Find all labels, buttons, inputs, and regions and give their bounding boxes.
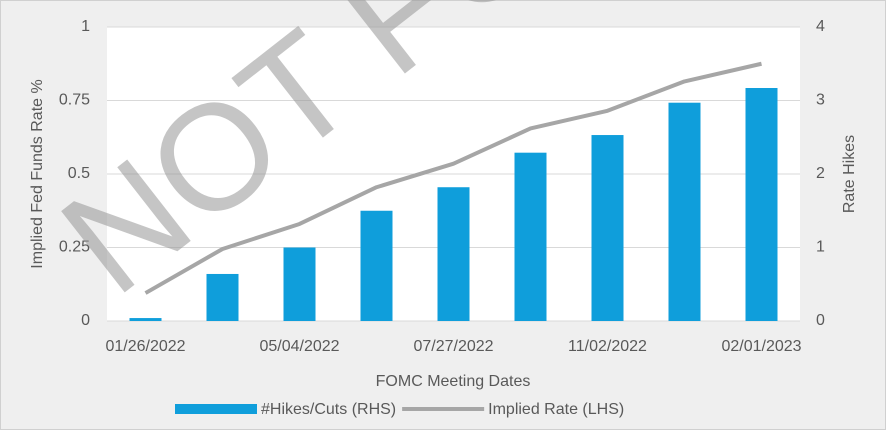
x-axis-title: FOMC Meeting Dates	[376, 373, 531, 390]
legend-swatch	[175, 404, 257, 414]
y2-tick-label: 3	[816, 92, 825, 109]
bar	[360, 210, 393, 321]
bar	[206, 273, 239, 321]
x-tick-label: 01/26/2022	[105, 338, 185, 355]
y-axis-title: Implied Fed Funds Rate %	[29, 79, 46, 268]
y2-tick-label: 2	[816, 165, 825, 182]
x-tick-label: 02/01/2023	[721, 338, 801, 355]
bar	[514, 152, 547, 321]
bar	[437, 187, 470, 321]
legend-label: Implied Rate (LHS)	[488, 401, 624, 418]
y-tick-label: 1	[81, 18, 90, 35]
x-tick-label: 11/02/2022	[568, 338, 647, 355]
y-tick-label: 0.5	[68, 165, 90, 182]
bar	[591, 135, 624, 321]
y-tick-label: 0	[81, 312, 90, 329]
bar	[745, 88, 778, 321]
y2-tick-label: 1	[816, 239, 825, 256]
y2-tick-label: 4	[816, 18, 825, 35]
y-tick-label: 0.25	[59, 239, 90, 256]
y2-axis-title: Rate Hikes	[841, 135, 858, 213]
line	[144, 61, 762, 295]
bar	[668, 102, 701, 321]
legend-label: #Hikes/Cuts (RHS)	[261, 401, 396, 418]
x-tick-label: 05/04/2022	[259, 338, 339, 355]
bar	[283, 247, 316, 321]
x-tick-label: 07/27/2022	[413, 338, 493, 355]
y2-tick-label: 0	[816, 312, 825, 329]
bar	[129, 318, 162, 321]
y-tick-label: 0.75	[59, 92, 90, 109]
